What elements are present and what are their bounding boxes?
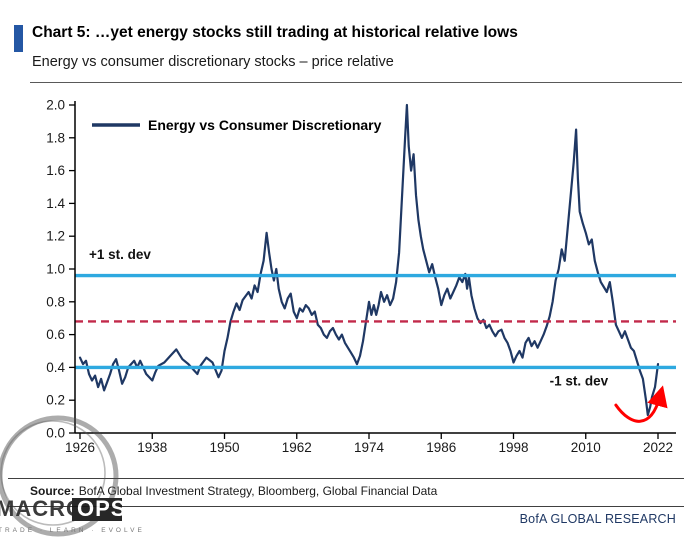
source-label: Source: bbox=[30, 484, 75, 498]
y-tick-label: 0.8 bbox=[46, 294, 65, 309]
y-tick-label: 1.4 bbox=[46, 196, 65, 211]
chart-title: Chart 5: …yet energy stocks still tradin… bbox=[32, 24, 518, 41]
y-tick-label: 1.0 bbox=[46, 262, 65, 277]
x-tick-label: 1986 bbox=[426, 440, 456, 455]
stdev-annotation: -1 st. dev bbox=[550, 373, 609, 388]
y-tick-label: 0.4 bbox=[46, 360, 65, 375]
source-line: Source: BofA Global Investment Strategy, … bbox=[30, 484, 437, 498]
watermark-ops-box bbox=[72, 498, 122, 521]
x-tick-label: 1998 bbox=[498, 440, 528, 455]
watermark-tagline: TRADE · LEARN · EVOLVE bbox=[0, 527, 145, 534]
x-tick-label: 2022 bbox=[643, 440, 673, 455]
recovery-arrow bbox=[614, 385, 668, 423]
relative-price-line-chart: 0.0 0.2 0.4 0.6 0.8 1.0 1.2 1.4 1.6 1.8 2.0 1926 193… bbox=[46, 98, 676, 455]
x-tick-label: 1974 bbox=[354, 440, 385, 455]
chart-subtitle: Energy vs consumer discretionary stocks … bbox=[32, 54, 394, 70]
x-tick-label: 2010 bbox=[571, 440, 601, 455]
y-tick-label: 1.6 bbox=[46, 163, 65, 178]
y-tick-label: 2.0 bbox=[46, 98, 65, 113]
y-tick-label: 0.2 bbox=[46, 393, 65, 408]
x-tick-label: 1950 bbox=[209, 440, 239, 455]
bofa-global-research-label: BofA GLOBAL RESEARCH bbox=[519, 512, 676, 526]
chart-bottom-divider bbox=[8, 478, 684, 479]
x-tick-label: 1926 bbox=[65, 440, 95, 455]
title-accent-bar bbox=[14, 25, 23, 52]
legend-label: Energy vs Consumer Discretionary bbox=[148, 117, 382, 133]
brand-divider bbox=[8, 506, 684, 507]
source-text: BofA Global Investment Strategy, Bloombe… bbox=[78, 484, 438, 498]
watermark-ops-text: OPS bbox=[77, 496, 126, 521]
y-tick-label: 0.0 bbox=[46, 426, 65, 441]
y-tick-label: 0.6 bbox=[46, 327, 65, 342]
header-divider bbox=[30, 82, 682, 83]
y-tick-label: 1.8 bbox=[46, 130, 65, 145]
x-tick-label: 1962 bbox=[282, 440, 312, 455]
y-tick-label: 1.2 bbox=[46, 229, 65, 244]
stdev-annotation: +1 st. dev bbox=[89, 247, 151, 262]
x-tick-label: 1938 bbox=[137, 440, 167, 455]
energy-vs-discretionary-line bbox=[78, 103, 660, 417]
watermark-macro-text: MACRO bbox=[0, 496, 84, 521]
